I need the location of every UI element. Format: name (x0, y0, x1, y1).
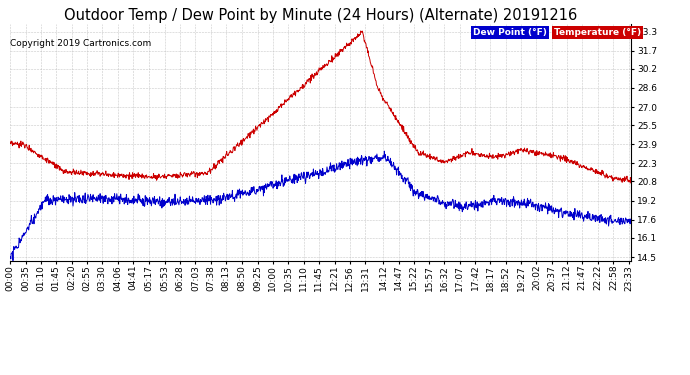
Text: Temperature (°F): Temperature (°F) (553, 28, 641, 37)
Title: Outdoor Temp / Dew Point by Minute (24 Hours) (Alternate) 20191216: Outdoor Temp / Dew Point by Minute (24 H… (64, 8, 578, 23)
Text: Dew Point (°F): Dew Point (°F) (473, 28, 547, 37)
Text: Copyright 2019 Cartronics.com: Copyright 2019 Cartronics.com (10, 39, 152, 48)
